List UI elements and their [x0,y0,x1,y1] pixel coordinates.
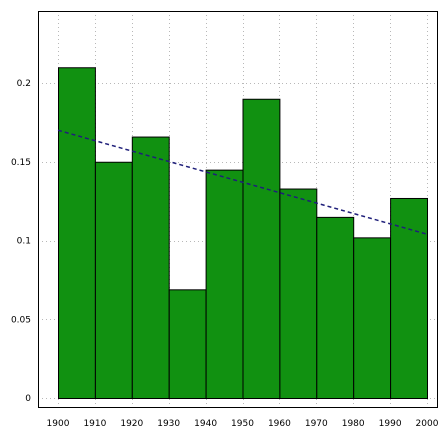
y-tick-label: 0.1 [17,237,31,247]
histogram-bars [58,67,429,400]
x-tick-label: 1960 [268,419,291,429]
x-tick-label: 1900 [47,419,70,429]
x-tick-label: 1910 [83,419,106,429]
x-axis-ticks: 1900 1910 1920 1930 1940 1950 1960 1970 1980 1990… [47,419,439,429]
x-tick-label: 1930 [157,419,180,429]
x-tick-label: 1980 [342,419,365,429]
histogram-bar [58,67,96,399]
histogram-bar [353,237,392,399]
trend-line-group [57,129,428,235]
y-tick-label: 0.15 [11,158,31,168]
x-tick-label: 1940 [194,419,217,429]
histogram-bar [168,289,207,400]
histogram-bar [94,161,133,399]
histogram-bar [316,216,355,399]
y-axis-ticks: 0 0.05 0.1 0.15 0.2 [11,79,31,404]
histogram-bar [131,136,170,400]
x-tick-label: 1920 [120,419,143,429]
x-tick-label: 1950 [231,419,254,429]
histogram-bar [390,197,429,399]
y-tick-label: 0.2 [17,79,31,89]
y-tick-label: 0.05 [11,315,31,325]
x-tick-label: 1970 [305,419,328,429]
histogram-bar [279,188,318,399]
x-tick-label: 2000 [416,419,439,429]
trend-line [57,129,428,235]
plot-frame [38,11,438,408]
histogram-bar [242,98,281,399]
y-tick-label: 0 [25,394,31,404]
histogram-bar [205,169,244,399]
x-tick-label: 1990 [379,419,402,429]
